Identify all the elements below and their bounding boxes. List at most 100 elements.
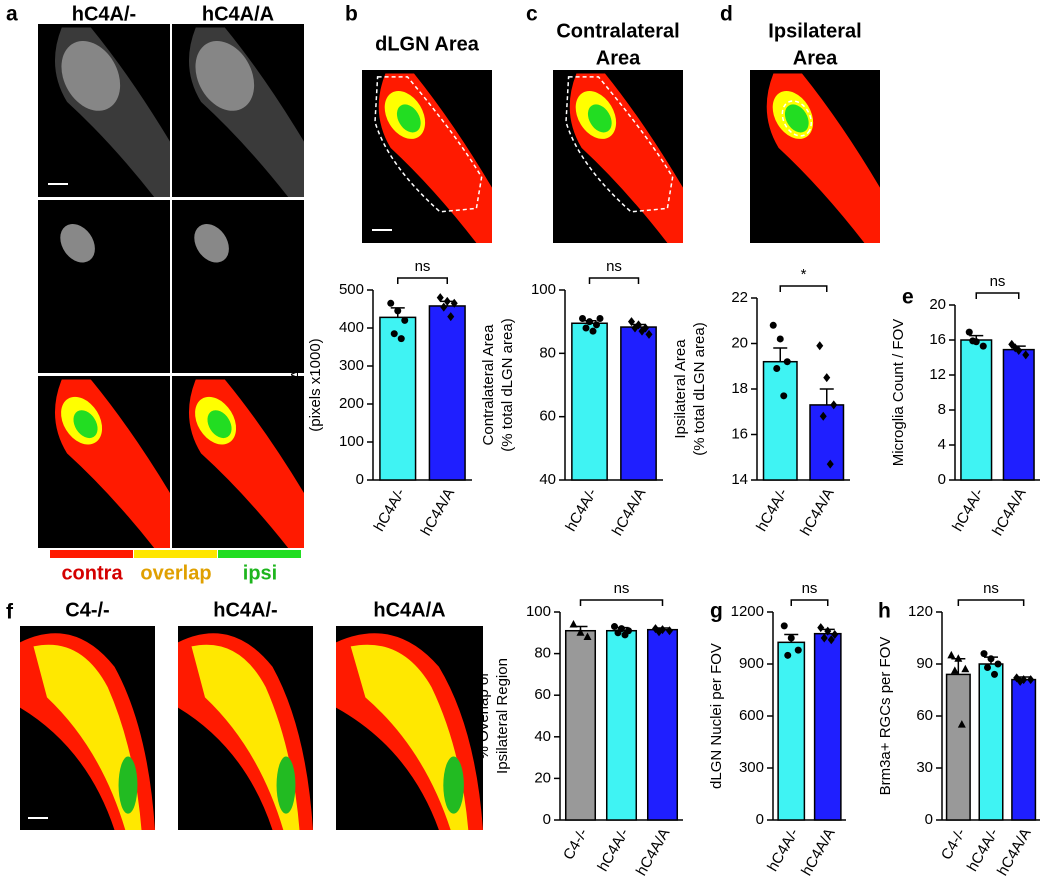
y-tick-label: 40 [534, 728, 551, 745]
y-tick-label: 1200 [731, 603, 764, 620]
ipsi-region [207, 410, 232, 439]
data-point [638, 326, 646, 336]
data-point [1016, 676, 1024, 686]
data-point [401, 316, 409, 324]
x-tick-label: hC4A/- [594, 825, 632, 874]
data-point [443, 296, 451, 306]
panel-label: d [720, 3, 733, 26]
data-point [390, 330, 398, 338]
bar [605, 629, 638, 821]
bar [379, 316, 417, 481]
outline [777, 94, 816, 143]
micrograph-content [20, 633, 155, 830]
data-point [576, 628, 585, 636]
significance-label: ns [415, 258, 431, 275]
micrograph-content [178, 633, 313, 830]
micrograph-content [375, 73, 492, 244]
bar [571, 322, 608, 481]
y-tick-label: 500 [339, 281, 364, 298]
micrograph-content [188, 27, 304, 198]
y-tick-label: 600 [739, 707, 764, 724]
image-title: Contralateral [556, 20, 679, 42]
y-axis-label: (% total dLGN area) [691, 322, 708, 455]
panel-label: g [710, 600, 723, 623]
data-point [984, 663, 991, 671]
column-label: C4-/- [65, 599, 109, 621]
data-point [819, 411, 827, 421]
y-tick-label: 60 [534, 686, 551, 703]
image-title: dLGN Area [375, 33, 480, 55]
y-tick-label: 12 [929, 366, 946, 383]
data-point [621, 631, 629, 639]
ipsi-region [784, 104, 809, 133]
y-axis-label: (pixels x1000) [307, 338, 324, 431]
y-axis-label: Microglia Count / FOV [890, 319, 907, 467]
data-point [826, 459, 834, 469]
y-axis-label: dLGN Area [288, 347, 305, 422]
significance-label: ns [802, 580, 818, 597]
micrograph-content [60, 223, 95, 263]
bar [646, 628, 679, 821]
ipsi-region [73, 410, 98, 439]
x-tick-label: hC4A/- [753, 485, 791, 534]
y-tick-label: 300 [339, 357, 364, 374]
significance-label: ns [983, 580, 999, 597]
y-tick-label: 22 [731, 289, 748, 306]
data-point [583, 632, 592, 640]
y-tick-label: 100 [531, 281, 556, 298]
x-tick-label: hC4A/A [798, 825, 839, 878]
y-tick-label: 0 [756, 811, 764, 828]
bar [620, 326, 657, 481]
y-tick-label: 20 [731, 334, 748, 351]
y-tick-label: 400 [339, 319, 364, 336]
x-tick-label: hC4A/A [418, 485, 459, 538]
data-point [397, 335, 405, 343]
tissue-core [195, 41, 255, 111]
column-label: hC4A/A [373, 599, 445, 621]
data-point [614, 629, 622, 637]
data-point [586, 318, 593, 326]
data-point [579, 315, 586, 322]
panel-label: e [902, 286, 914, 309]
overlap-region [191, 644, 300, 830]
significance-bracket [579, 599, 664, 606]
image-title: Area [793, 47, 838, 69]
x-tick-label: C4-/- [938, 825, 969, 862]
column-label: hC4A/A [202, 3, 274, 25]
data-point [631, 323, 639, 333]
y-tick-label: 18 [731, 380, 748, 397]
data-point [780, 622, 788, 630]
y-tick-label: 90 [916, 655, 933, 672]
significance-bracket [957, 599, 1025, 606]
data-point [769, 321, 777, 329]
y-axis-label: % Overlap of [475, 672, 492, 760]
data-point [450, 298, 458, 308]
legend-swatch [134, 550, 217, 558]
ipsi-patch [194, 223, 229, 263]
data-point [830, 400, 838, 410]
bar [564, 629, 597, 821]
legend-label: contra [61, 562, 123, 584]
panel-label: h [878, 600, 891, 623]
legend-swatch [50, 550, 133, 558]
data-point [611, 623, 618, 631]
y-tick-label: 80 [539, 344, 556, 361]
micrograph-content [54, 27, 170, 198]
data-point [987, 655, 995, 663]
y-tick-label: 300 [739, 759, 764, 776]
data-point [645, 329, 653, 339]
legend-label: ipsi [243, 562, 277, 584]
data-point [820, 633, 828, 643]
micrograph [172, 200, 304, 373]
significance-bracket [790, 599, 829, 606]
data-point [817, 623, 825, 633]
y-tick-label: 60 [539, 408, 556, 425]
y-tick-label: 200 [339, 395, 364, 412]
y-tick-label: 40 [539, 471, 556, 488]
panel-label: a [6, 3, 18, 26]
data-point [980, 650, 988, 658]
legend-label: overlap [140, 562, 211, 584]
panel-label: f [6, 601, 14, 624]
significance-bracket [975, 292, 1020, 299]
legend-swatch [218, 550, 301, 558]
